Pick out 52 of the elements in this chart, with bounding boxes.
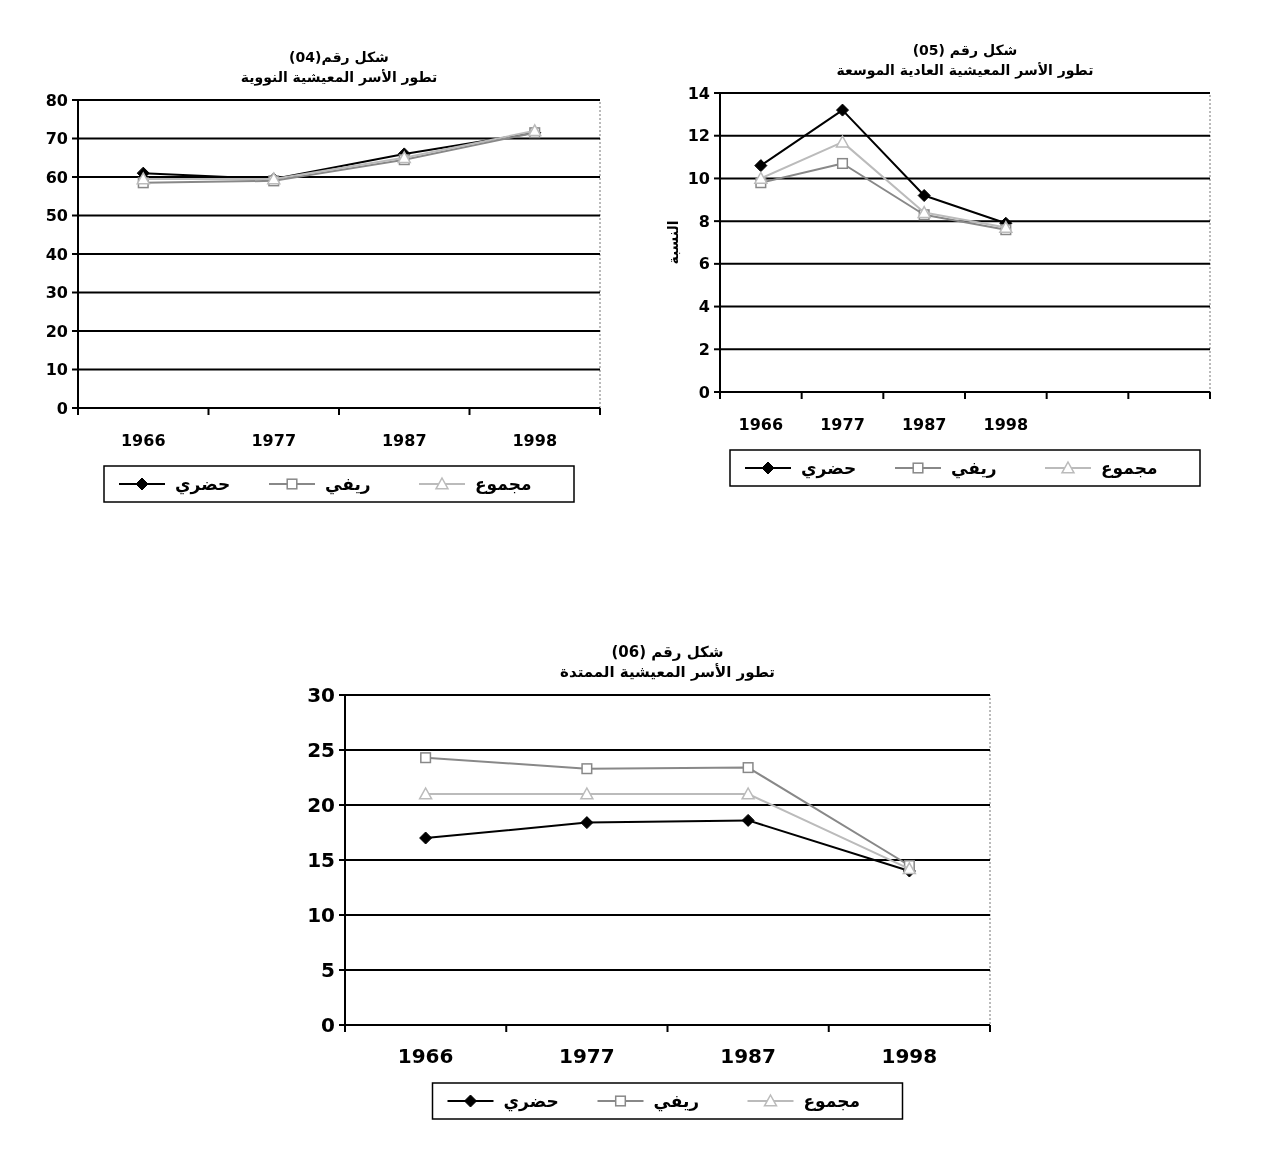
x-tick-label: 1966 <box>397 1044 454 1068</box>
chart-title: شكل رقم(04) <box>289 49 389 65</box>
chart-subtitle: تطور الأسر المعيشية العادية الموسعة <box>836 62 1094 79</box>
y-tick-label: 80 <box>45 90 68 110</box>
x-tick-label: 1998 <box>512 431 558 450</box>
y-tick-label: 50 <box>45 206 68 226</box>
y-tick-label: 15 <box>307 848 335 872</box>
chart-title: شكل رقم (05) <box>912 42 1018 58</box>
chart-subtitle: تطور الأسر المعيشية النووية <box>240 69 438 86</box>
chart-subtitle: تطور الأسر المعيشية الممتدة <box>560 663 775 681</box>
y-tick-label: 14 <box>687 83 710 103</box>
x-tick-label: 1966 <box>120 431 166 450</box>
x-tick-label: 1977 <box>559 1044 615 1068</box>
y-tick-label: 4 <box>698 297 710 317</box>
legend-label: ريفي <box>325 474 371 495</box>
x-tick-label: 1987 <box>381 431 427 450</box>
y-tick-label: 0 <box>56 398 68 418</box>
x-tick-label: 1987 <box>720 1044 776 1068</box>
legend-label: مجموع <box>1101 458 1158 479</box>
chart-title: شكل رقم (06) <box>611 643 724 661</box>
y-tick-label: 30 <box>307 683 335 707</box>
legend-label: مجموع <box>475 474 532 495</box>
x-tick-label: 1998 <box>881 1044 938 1068</box>
y-tick-label: 8 <box>698 211 710 231</box>
y-tick-label: 6 <box>698 254 710 274</box>
y-tick-label: 25 <box>307 738 335 762</box>
y-tick-label: 40 <box>45 244 68 264</box>
y-tick-label: 20 <box>307 793 335 817</box>
y-tick-label: 10 <box>687 169 710 189</box>
y-tick-label: 2 <box>698 339 710 359</box>
y-tick-label: 12 <box>687 126 710 146</box>
legend-label: حضري <box>503 1091 559 1112</box>
y-tick-label: 10 <box>45 360 68 380</box>
y-tick-label: 0 <box>698 382 710 402</box>
legend-label: ريفي <box>951 458 997 479</box>
x-tick-label: 1966 <box>738 415 784 434</box>
y-tick-label: 70 <box>45 129 68 149</box>
y-tick-label: 0 <box>321 1013 335 1037</box>
x-tick-label: 1977 <box>820 415 865 434</box>
y-tick-label: 60 <box>45 167 68 187</box>
y-tick-label: 20 <box>45 321 68 341</box>
y-axis-title: النسبة <box>665 220 681 265</box>
x-tick-label: 1998 <box>983 415 1029 434</box>
legend-label: حضري <box>175 474 231 495</box>
y-tick-label: 10 <box>307 903 335 927</box>
x-tick-label: 1977 <box>251 431 297 450</box>
y-tick-label: 30 <box>45 283 68 303</box>
legend-label: ريفي <box>653 1091 700 1112</box>
legend-label: مجموع <box>803 1091 860 1112</box>
legend-label: حضري <box>801 458 857 479</box>
y-tick-label: 5 <box>321 958 335 982</box>
x-tick-label: 1987 <box>901 415 947 434</box>
